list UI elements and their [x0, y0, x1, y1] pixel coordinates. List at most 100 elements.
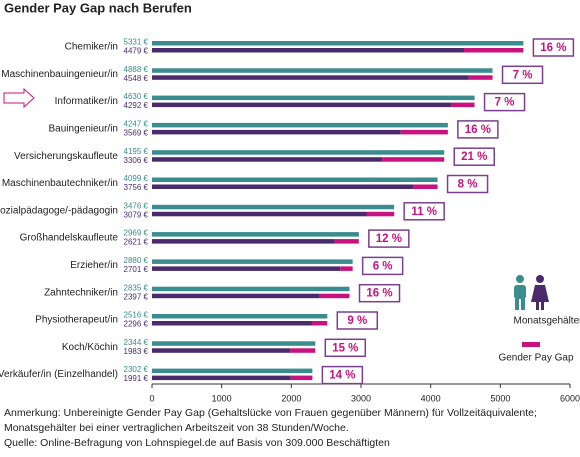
- gap-box: [403, 202, 445, 221]
- category-label: Bauingenieur/in: [49, 124, 119, 135]
- gap-label: 15 %: [332, 342, 358, 354]
- value-label: 3079 €: [124, 210, 149, 219]
- x-tick-label: 3000: [351, 393, 371, 403]
- value-label: 2397 €: [124, 292, 149, 301]
- gap-label: 14 %: [329, 370, 355, 382]
- x-tick-label: 1000: [212, 393, 232, 403]
- gap-label: 12 %: [376, 233, 402, 245]
- gap-segment: [334, 239, 359, 244]
- bar: [152, 48, 465, 53]
- value-label: 2302 €: [124, 365, 149, 374]
- value-label: 1991 €: [124, 374, 149, 383]
- arrow: [3, 87, 35, 109]
- x-tick-label: 4000: [421, 393, 441, 403]
- gap-label: 6 %: [373, 260, 393, 272]
- gap-segment: [400, 129, 448, 135]
- value-label: 3476 €: [124, 201, 149, 210]
- bar: [152, 368, 313, 374]
- category-label: Großhandelskaufleute: [20, 233, 119, 244]
- bar: [152, 150, 445, 155]
- category-label: Physiotherapeut/in: [35, 315, 118, 326]
- gap-segment: [340, 266, 353, 271]
- gap-segment: [413, 184, 438, 189]
- gap-box: [358, 283, 401, 303]
- category-label: Verkäufer/in (Einzelhandel): [0, 369, 118, 380]
- value-label: 4195 €: [124, 147, 149, 156]
- value-label: 4630 €: [124, 92, 149, 101]
- gap-box: [336, 311, 379, 330]
- value-label: 4099 €: [124, 174, 149, 183]
- bar: [152, 348, 291, 353]
- bar: [152, 314, 328, 319]
- gap-box: [368, 229, 410, 248]
- bar: [152, 184, 414, 189]
- gap-box: [501, 65, 544, 85]
- bar: [152, 122, 448, 128]
- gap-label: 21 %: [461, 151, 487, 163]
- value-label: 2621 €: [124, 238, 149, 247]
- category-label: Informatiker/in: [55, 96, 118, 107]
- value-label: 4292 €: [124, 101, 149, 110]
- gap-box: [453, 147, 496, 166]
- legend-label: Monatsgehälter: [514, 316, 580, 327]
- legend-label: Gender Pay Gap: [498, 353, 573, 364]
- value-label: 5331 €: [124, 38, 149, 47]
- gap-segment: [318, 293, 350, 299]
- x-tick-label: 5000: [490, 393, 510, 403]
- gap-segment: [382, 157, 445, 162]
- icon-man: [514, 275, 526, 310]
- gap-label: 16 %: [465, 124, 491, 136]
- gap-label: 9 %: [347, 315, 367, 327]
- bar: [152, 341, 316, 346]
- value-label: 2516 €: [124, 311, 149, 320]
- category-label: Sozialpädagoge/-pädagogin: [0, 205, 118, 216]
- icon-woman: [531, 275, 549, 310]
- gap-box: [483, 92, 526, 112]
- category-label: Erzieher/in: [70, 260, 118, 271]
- value-label: 1983 €: [124, 347, 149, 356]
- value-label: 3756 €: [124, 183, 149, 192]
- gap-box: [361, 256, 404, 276]
- category-label: Chemiker/in: [65, 42, 118, 53]
- bar: [152, 177, 438, 182]
- category-label: Koch/Köchin: [62, 342, 118, 353]
- note: Monatsgehälter bei einer vertraglichen A…: [4, 422, 349, 434]
- bar: [152, 266, 341, 271]
- value-label: 4479 €: [124, 47, 149, 56]
- gap-label: 8 %: [458, 179, 478, 191]
- category-label: Maschinenbauingenieur/in: [1, 69, 118, 80]
- value-label: 4247 €: [124, 120, 149, 129]
- value-label: 3569 €: [124, 129, 149, 138]
- bar: [152, 375, 291, 381]
- chart-title: Gender Pay Gap nach Berufen: [4, 0, 192, 15]
- gap-box: [321, 365, 364, 385]
- category-label: Zahntechniker/in: [44, 287, 118, 298]
- gap-segment: [468, 75, 493, 80]
- bar: [152, 75, 469, 80]
- bar: [152, 286, 350, 292]
- value-label: 4548 €: [124, 74, 149, 83]
- gap-segment: [290, 348, 316, 353]
- value-label: 2969 €: [124, 229, 149, 238]
- gap-label: 11 %: [411, 206, 437, 218]
- bar: [152, 157, 383, 162]
- value-label: 2880 €: [124, 256, 149, 265]
- bar: [152, 95, 475, 101]
- bar: [152, 259, 353, 264]
- gap-box: [446, 174, 489, 194]
- gap-segment: [290, 375, 313, 381]
- bar: [152, 239, 335, 244]
- bar: [152, 293, 319, 299]
- value-label: 4888 €: [124, 65, 149, 74]
- bar: [152, 321, 312, 326]
- x-tick-label: 6000: [560, 393, 580, 403]
- note: Anmerkung: Unbereinigte Gender Pay Gap (…: [4, 407, 537, 419]
- gap-label: 7 %: [495, 97, 515, 109]
- gap-box: [324, 338, 367, 358]
- gap-segment: [464, 48, 524, 53]
- gap-segment: [366, 211, 395, 217]
- value-label: 2835 €: [124, 283, 149, 292]
- category-label: Versicherungskaufleute: [14, 151, 118, 162]
